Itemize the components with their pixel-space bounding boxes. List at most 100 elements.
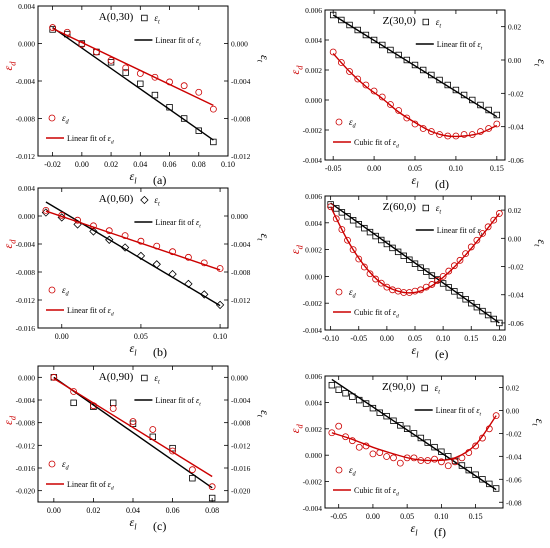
legend-label-d: εd [349,117,357,130]
y-left-tick-label: -0.004 [16,240,36,249]
x-tick-label: 0.15 [490,164,504,173]
data-point [328,429,336,437]
y-left-tick-label: -0.012 [16,296,36,305]
panel-label: (a) [153,173,166,187]
legend-label-d: εd [62,459,70,472]
data-point [136,251,146,261]
data-point [344,236,351,244]
data-point [355,255,363,263]
data-point [105,227,113,235]
y-left-axis-label: εd [288,65,305,75]
y-right-axis-label: εt [530,419,547,427]
y-left-axis-label: εd [1,239,18,249]
y-left-tick-label: 0.002 [305,246,322,255]
data-point [349,246,357,254]
legend-label-t: εt [154,195,160,208]
x-tick-label: 0.05 [134,332,148,341]
data-point [151,73,159,81]
series-points-2 [328,412,500,470]
y-right-tick-label: -0.008 [231,419,251,428]
y-right-tick-label: -0.004 [231,240,251,249]
y-left-tick-label: 0.002 [305,66,322,75]
legend-label-d: εd [349,287,357,300]
legend-marker-t [141,374,148,382]
y-right-axis-label: εt [255,410,272,418]
data-point [406,256,413,263]
x-axis-label: εl [411,173,419,190]
data-point [490,315,497,323]
data-point [335,422,343,430]
data-point [110,399,117,407]
data-point [49,24,57,31]
y-left-tick-label: -0.002 [303,478,323,487]
y-right-tick-label: -0.06 [508,156,524,165]
legend-label-d-fit: Cubic fit of εd [354,138,399,149]
panel-label: (f) [434,525,446,539]
chart-panel-5: 0.00 0.02 0.04 0.06 0.08 0.000 -0.004 -0.008 -0.… [1,365,272,533]
data-point [129,420,137,427]
data-point [411,260,419,267]
data-point [200,290,209,299]
data-point [208,494,216,502]
plot-frame [37,187,229,329]
x-tick-label: 0.10 [213,332,227,341]
data-point [346,21,353,29]
data-point [378,236,385,244]
data-point [370,36,378,44]
data-point [70,388,78,395]
data-point [354,26,361,34]
legend-marker-t [141,14,148,22]
y-left-tick-label: 0.006 [305,192,322,201]
data-point [169,444,176,452]
x-axis-label: εl [129,341,137,358]
data-point [445,284,452,291]
y-right-tick-label: 0.000 [231,373,248,382]
data-point [427,128,435,135]
series-fit-line [329,206,500,294]
legend-label-d-fit: Linear fit of εd [67,306,114,317]
data-point [390,454,397,462]
plot-frame [324,9,506,161]
data-point [403,114,411,122]
y-right-tick-label: -0.012 [231,296,251,305]
y-right-tick-label: 0.00 [508,56,521,65]
data-point [377,279,385,287]
legend-marker-d [48,286,56,294]
x-tick-label: 0.00 [367,164,381,173]
y-right-tick-label: -0.008 [231,115,251,124]
x-tick-label: 0.10 [449,164,463,173]
panel-inset-title: Z(90,0) [382,381,416,393]
legend-label-d: εd [62,113,70,126]
data-point [387,101,394,108]
y-left-tick-label: -0.016 [16,464,36,473]
data-point [188,466,196,474]
data-point [122,64,130,72]
legend-label-d-fit: Linear fit of εd [67,480,114,491]
chart-panel-2: -0.05 0.00 0.05 0.10 0.15 0.006 0.004 0.002 0.00… [288,6,549,191]
data-point [403,56,411,64]
data-point [355,443,363,451]
series-fit-line [331,415,497,462]
y-left-tick-label: 0.000 [305,272,322,281]
y-right-tick-label: -0.012 [231,441,251,450]
y-left-tick-label: -0.016 [16,324,36,333]
y-right-tick-label: 0.00 [506,406,519,415]
y-right-tick-label: -0.016 [231,464,251,473]
data-point [439,280,447,287]
series-fit-line [52,27,214,107]
data-point [473,303,481,311]
x-tick-label: 0.06 [166,506,180,515]
data-point [89,227,98,236]
y-right-tick-label: 0.02 [506,383,519,392]
y-right-tick-label: -0.008 [231,268,251,277]
data-point [208,483,216,491]
data-point [468,299,475,307]
data-point [396,459,404,467]
data-point [460,131,468,138]
data-point [169,447,176,455]
x-tick-label: 0.15 [464,334,478,343]
y-left-tick-label: 0.000 [18,40,35,49]
panel-inset-title: Z(30,0) [383,15,417,27]
chart-panel-3: 0.00 0.05 0.10 0.004 0.000 -0.004 -0.008 -0.012… [1,184,272,359]
data-point [439,272,447,280]
